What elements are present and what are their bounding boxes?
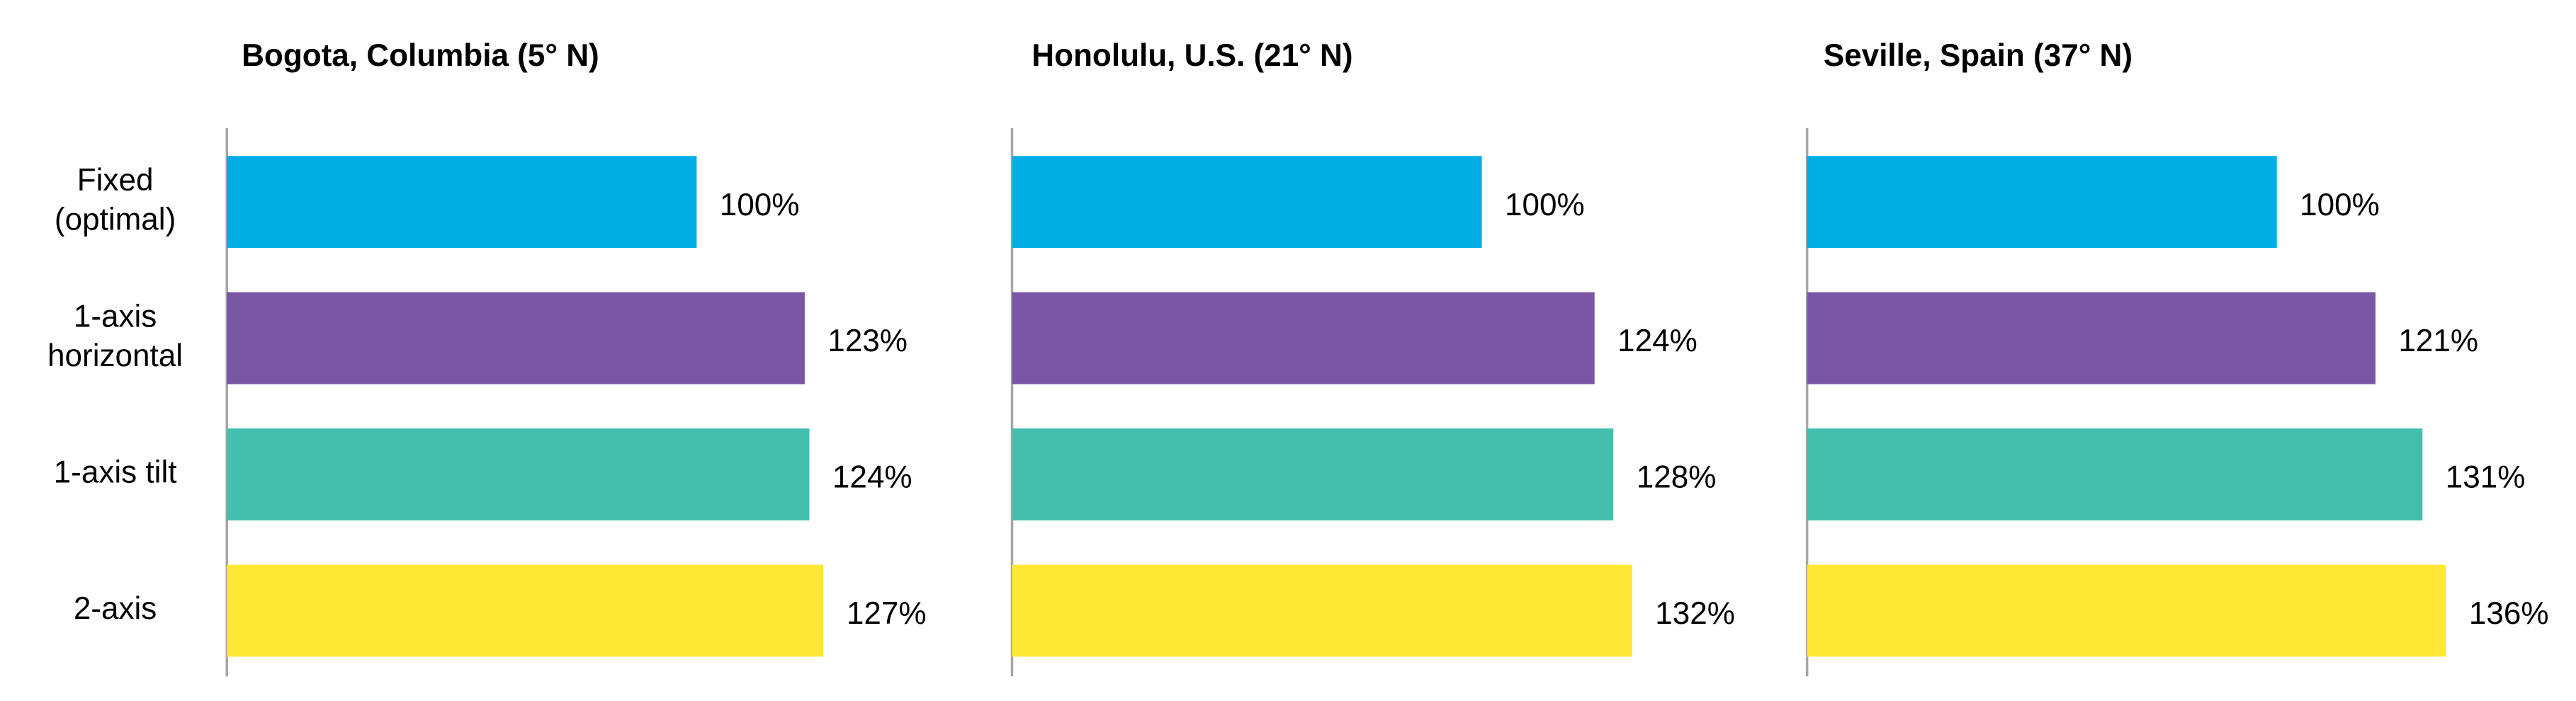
bar xyxy=(1012,564,1632,657)
bar xyxy=(227,428,810,520)
category-label-box: 1-axis horizontal xyxy=(47,300,183,375)
bar xyxy=(1807,156,2277,249)
bar xyxy=(227,564,824,657)
value-label: 123% xyxy=(827,324,908,358)
value-label: 121% xyxy=(2398,324,2478,358)
bar xyxy=(1807,564,2446,657)
category-label: 1-axis horizontal xyxy=(47,300,183,375)
bar xyxy=(1012,156,1482,249)
bar xyxy=(1807,292,2376,384)
value-label: 136% xyxy=(2469,596,2549,631)
chart-title: Bogota, Columbia (5° N) xyxy=(242,38,599,73)
value-label: 128% xyxy=(1637,460,1717,495)
bar xyxy=(227,156,697,249)
value-label: 124% xyxy=(832,460,913,495)
value-label: 124% xyxy=(1617,324,1697,358)
category-label-box: 2-axis xyxy=(73,592,157,627)
chart-title: Seville, Spain (37° N) xyxy=(1824,38,2132,73)
category-label: 1-axis tilt xyxy=(53,456,177,491)
bar xyxy=(1012,428,1614,520)
value-label: 100% xyxy=(1505,188,1585,222)
category-label: Fixed (optimal) xyxy=(54,164,176,239)
category-label: 2-axis xyxy=(73,592,157,627)
bar xyxy=(227,292,805,384)
chart-title: Honolulu, U.S. (21° N) xyxy=(1032,38,1352,73)
value-label: 100% xyxy=(2300,188,2380,222)
value-label: 127% xyxy=(847,596,927,631)
value-label: 100% xyxy=(720,188,800,222)
bar xyxy=(1807,428,2423,520)
bar xyxy=(1012,292,1595,384)
value-label: 131% xyxy=(2446,460,2526,495)
value-label: 132% xyxy=(1655,596,1735,631)
category-label-box: 1-axis tilt xyxy=(53,456,177,491)
category-label-box: Fixed (optimal) xyxy=(54,164,176,239)
